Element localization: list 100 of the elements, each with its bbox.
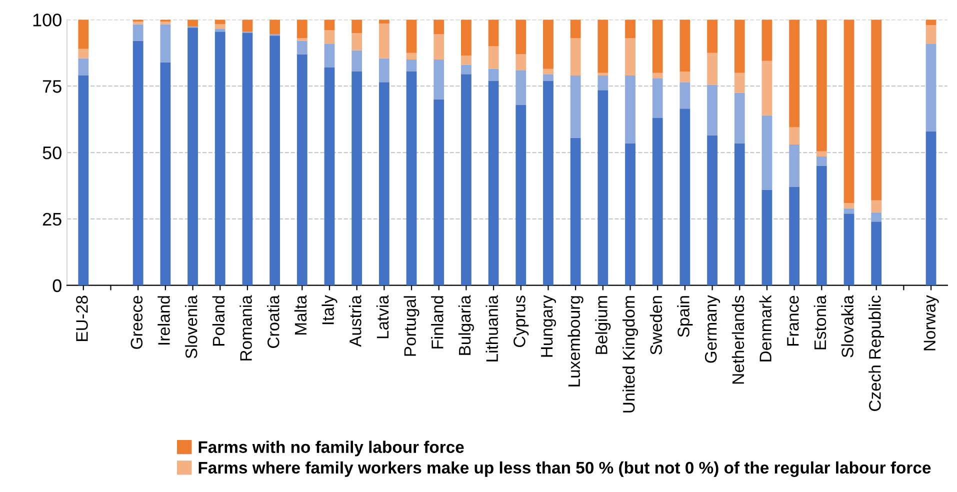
bar [406,60,417,72]
legend-label: Farms with no family labour force [198,440,464,456]
bar [214,32,226,286]
bar [652,72,663,78]
bar [296,40,308,54]
x-tick-label: Poland [212,296,225,346]
bar [488,68,499,81]
bar [707,52,718,85]
bar [762,190,772,286]
bar [598,75,608,90]
bar [707,135,718,286]
bar [324,68,335,286]
bar [160,62,171,286]
bar [734,92,745,144]
bar [734,20,745,73]
bar [789,187,800,286]
x-tick-label: Italy [322,295,338,324]
bar [516,70,526,105]
bar [570,75,581,138]
x-tick-label: Netherlands [732,296,744,384]
bar [789,20,800,128]
x-tick-label: Ireland [158,296,170,344]
bar [789,144,800,188]
x-tick-label: France [787,296,799,346]
y-tick-label: 100 [33,14,62,26]
bar [570,38,581,76]
bar [652,78,663,118]
bar [352,50,362,72]
bar [871,20,882,200]
x-tick-label: Finland [431,296,444,348]
bar [625,20,636,38]
bar [680,20,690,72]
bar [543,68,554,74]
bar [844,203,854,208]
bar [324,20,335,30]
y-tick-label: 75 [42,80,62,93]
bar [543,80,554,286]
x-tick-label: United Kingdom [622,296,638,412]
bar [816,20,827,152]
bar [270,20,280,34]
bar [652,118,663,286]
bar [434,20,444,34]
bar [926,44,936,132]
x-tick-label: Germany [704,295,720,363]
bar [378,24,390,58]
bar [734,143,745,286]
bar [762,115,772,190]
x-tick-label: Hungary [541,295,556,357]
bar [598,90,608,286]
bar [707,20,718,53]
bar [871,222,882,286]
x-tick-label: Belgium [595,296,611,354]
bar [242,32,253,286]
bar [844,214,854,286]
bar [680,82,690,109]
bar [406,71,417,286]
bar [625,143,636,286]
bar [625,75,636,144]
bar [132,40,144,286]
bar [434,34,444,60]
bar [296,20,308,38]
bar [762,20,772,61]
x-tick-label: Slovakia [841,295,854,358]
bar [598,72,608,76]
bar [926,131,936,286]
x-tick-label: Cyprus [514,296,529,348]
x-tick-label: Norway [924,295,939,350]
bar [488,80,499,286]
bar [871,200,882,212]
bar [516,54,526,70]
bar [434,60,444,100]
bar [160,24,171,62]
y-tick-label: 0 [52,279,62,292]
bar [488,20,499,46]
bar [78,58,89,76]
x-tick-label: Croatia [267,295,280,348]
legend-label: Farms where family workers make up less than 50 % (but not 0 %) of the regular labour force [198,461,931,477]
bar [543,20,554,69]
bar [214,28,226,32]
bar [543,74,554,81]
bar [844,20,854,203]
x-tick-label: Slovenia [185,295,198,358]
bar [680,71,690,82]
bar [844,208,854,214]
bar [461,56,472,65]
bar [78,20,89,49]
bar [762,60,772,116]
x-tick-label: Latvia [376,295,389,338]
bar [516,104,526,286]
bar [734,72,745,93]
y-tick-label: 50 [42,146,62,160]
bar [160,22,171,24]
bar [242,20,253,32]
bar [188,20,198,26]
bar [516,20,526,54]
bar [652,20,663,73]
x-tick-label: Malta [294,295,307,334]
bar [406,52,417,60]
bar [789,127,800,145]
bar [324,30,335,44]
